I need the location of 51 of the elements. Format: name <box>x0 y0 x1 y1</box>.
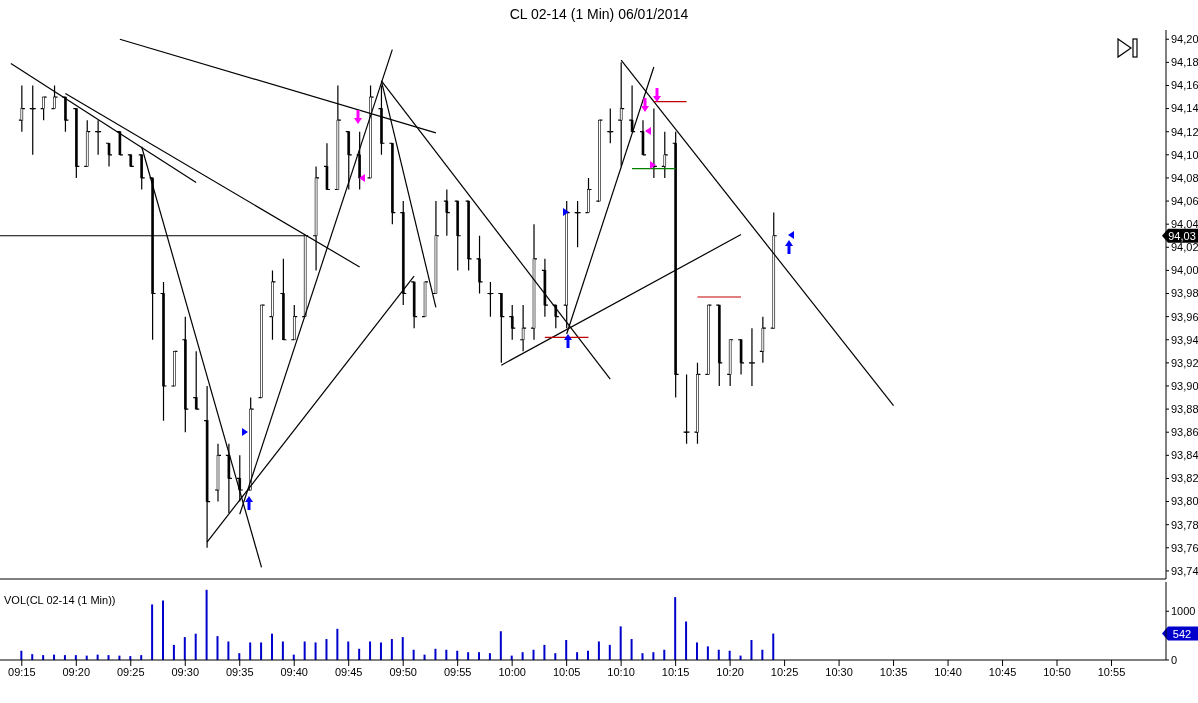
y-tick-label: 94,12 <box>1171 125 1198 138</box>
y-tick-label: 94,08 <box>1171 171 1198 184</box>
y-tick-label: 94,10 <box>1171 148 1198 161</box>
x-tick-label: 09:30 <box>171 665 200 678</box>
x-tick-label: 09:55 <box>443 665 472 678</box>
x-tick-label: 10:25 <box>770 665 799 678</box>
x-tick-label: 09:15 <box>8 665 36 678</box>
y-tick-label: 94,04 <box>1171 218 1198 231</box>
x-tick-label: 10:20 <box>716 665 744 678</box>
text: VOL(CL 02-14 (1 Min)) <box>4 594 116 606</box>
y-tick-label: 94,00 <box>1171 264 1198 277</box>
annotation: 94,03 <box>1168 229 1196 242</box>
y-tick-label: 94,14 <box>1171 102 1198 115</box>
x-tick-label: 09:50 <box>389 665 417 678</box>
y-tick-label: 93,94 <box>1171 333 1198 346</box>
y-tick-label: 94,02 <box>1171 241 1198 254</box>
y-tick-label: 94,16 <box>1171 79 1198 92</box>
y-tick-label: 0 <box>1171 653 1178 666</box>
y-tick-label: 93,82 <box>1171 472 1198 485</box>
y-tick-label: 93,92 <box>1171 356 1198 369</box>
annotation: 542 <box>1172 627 1192 640</box>
y-tick-label: 1000 <box>1171 605 1196 618</box>
y-tick-label: 93,80 <box>1171 495 1198 508</box>
x-tick-label: 10:10 <box>607 665 635 678</box>
x-tick-label: 10:30 <box>825 665 853 678</box>
y-tick-label: 93,96 <box>1171 310 1198 323</box>
y-tick-label: 93,74 <box>1171 564 1198 577</box>
y-tick-label: 93,98 <box>1171 287 1198 300</box>
x-tick-label: 09:20 <box>62 665 91 678</box>
y-tick-label: 93,84 <box>1171 449 1198 462</box>
x-tick-label: 10:05 <box>552 665 581 678</box>
x-tick-label: 10:40 <box>934 665 962 678</box>
x-tick-label: 09:35 <box>225 665 254 678</box>
y-tick-label: 93,78 <box>1171 518 1198 531</box>
x-tick-label: 10:35 <box>879 665 908 678</box>
x-tick-label: 10:50 <box>1043 665 1071 678</box>
x-tick-label: 10:15 <box>661 665 690 678</box>
chart-title: CL 02-14 (1 Min) 06/01/2014 <box>508 5 690 24</box>
y-tick-label: 94,20 <box>1171 33 1198 46</box>
y-tick-label: 93,86 <box>1171 426 1198 439</box>
x-tick-label: 10:45 <box>988 665 1017 678</box>
y-tick-label: 93,90 <box>1171 379 1198 392</box>
y-tick-label: 93,88 <box>1171 403 1198 415</box>
y-tick-label: 93,76 <box>1171 541 1198 554</box>
x-tick-label: 09:45 <box>334 665 363 678</box>
y-tick-label: 94,18 <box>1171 56 1198 69</box>
x-tick-label: 09:40 <box>280 665 308 678</box>
x-tick-label: 10:00 <box>498 665 526 678</box>
x-tick-label: 10:55 <box>1097 665 1126 678</box>
x-tick-label: 09:25 <box>117 665 145 678</box>
y-tick-label: 94,06 <box>1171 194 1198 207</box>
